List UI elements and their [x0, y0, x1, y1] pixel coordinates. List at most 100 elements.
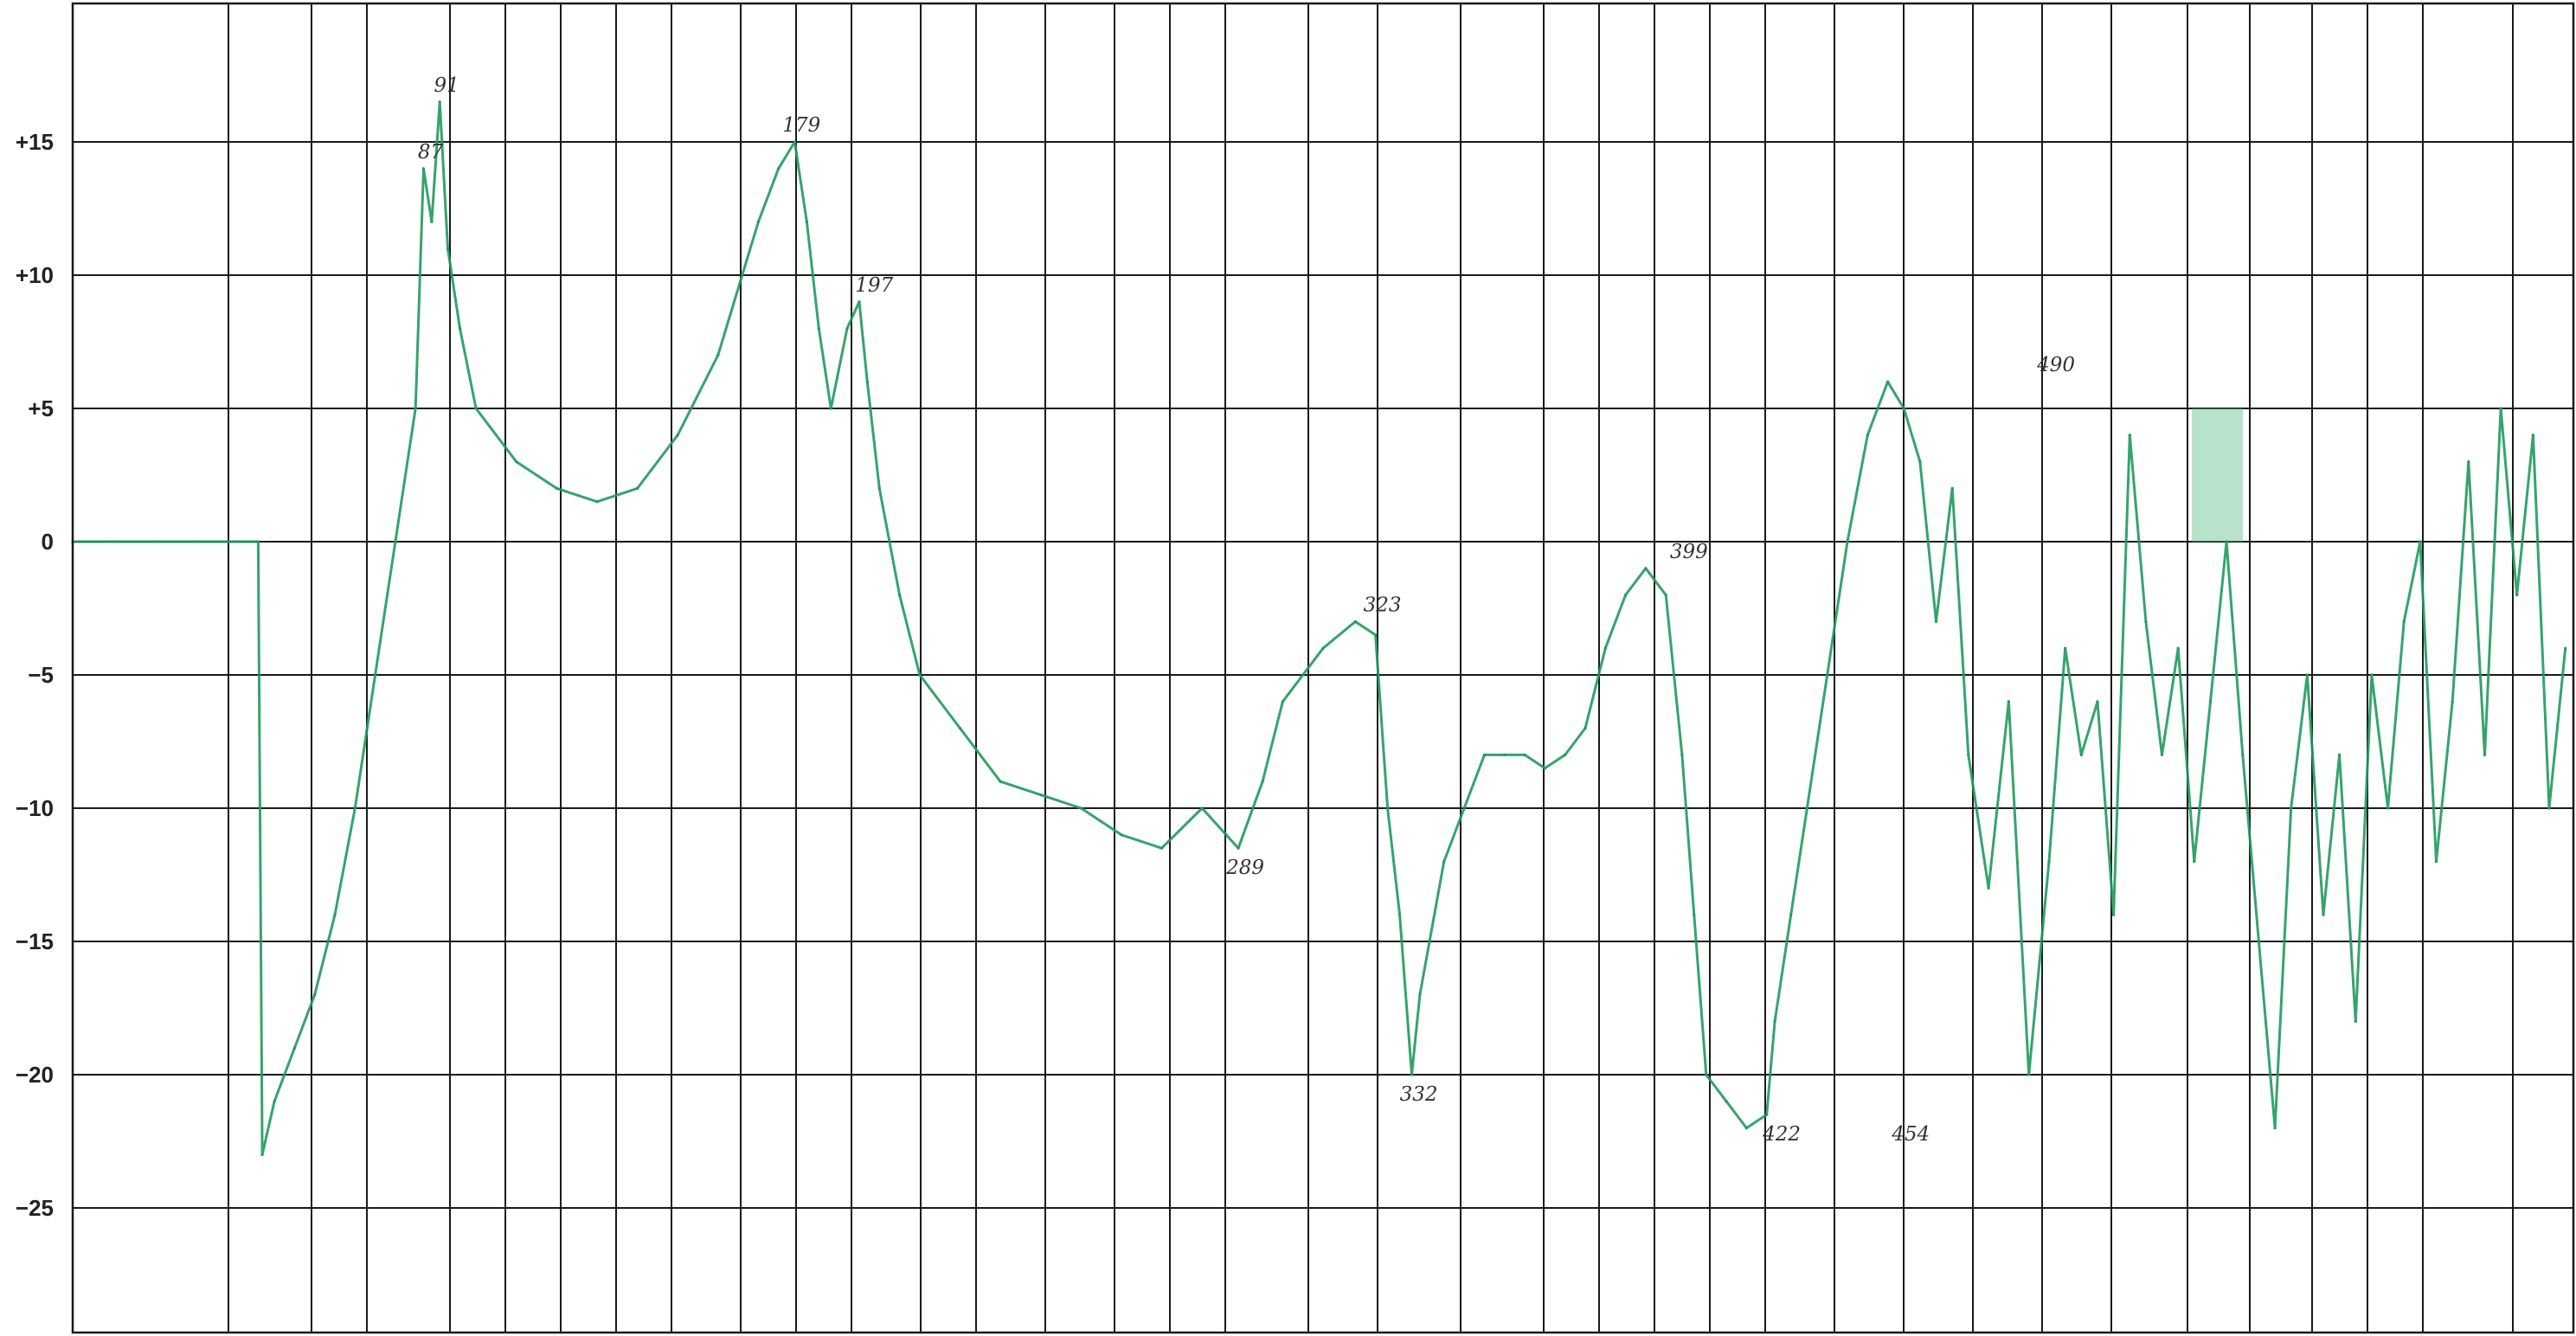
data-point [515, 460, 518, 464]
data-point [2451, 700, 2454, 703]
data-point [273, 1100, 276, 1103]
data-point [2096, 700, 2099, 703]
data-point [1680, 753, 1684, 757]
y-tick-label: +5 [28, 395, 54, 421]
data-point [1261, 780, 1264, 783]
data-point [2564, 646, 2567, 650]
data-point [2419, 540, 2422, 543]
data-point [1386, 806, 1390, 810]
data-point [1281, 700, 1284, 703]
data-point [2305, 673, 2309, 677]
data-point [1200, 806, 1204, 810]
data-point [2027, 1073, 2031, 1076]
peak-annotation: 91 [434, 74, 459, 97]
peak-annotation: 289 [1225, 857, 1264, 879]
data-point [817, 327, 820, 331]
peak-annotation: 197 [855, 274, 893, 297]
peak-annotation: 422 [1762, 1123, 1801, 1146]
data-point [2354, 1019, 2357, 1023]
data-point [845, 327, 849, 331]
data-point [805, 220, 809, 223]
data-point [2402, 620, 2406, 624]
data-point [999, 780, 1002, 783]
peak-annotation: 332 [1400, 1083, 1438, 1106]
data-point [2112, 913, 2116, 916]
data-point [446, 247, 450, 250]
data-point [1353, 620, 1357, 624]
y-tick-label: −5 [28, 662, 54, 688]
data-point [877, 486, 881, 491]
data-point [2176, 646, 2180, 650]
data-point [1846, 540, 1849, 543]
data-point [595, 500, 599, 504]
y-tick-label: +15 [16, 129, 54, 155]
data-point [1321, 646, 1325, 650]
data-point [793, 140, 797, 144]
data-point [716, 353, 720, 356]
data-point [2208, 700, 2213, 703]
data-point [1398, 913, 1402, 916]
data-point [2007, 700, 2010, 703]
data-point [430, 220, 434, 223]
y-tick-label: −10 [16, 795, 54, 821]
data-point [2257, 940, 2260, 943]
data-point [1765, 1113, 1769, 1116]
data-point [1773, 1019, 1776, 1023]
data-point [414, 407, 417, 410]
data-point [2273, 1127, 2277, 1130]
data-point [2467, 460, 2470, 464]
data-point [2322, 913, 2325, 916]
data-point [474, 407, 478, 410]
data-point [1523, 753, 1526, 757]
data-point [2434, 860, 2438, 864]
y-tick-labels: +15 +10 +5 0 −5 −10 −15 −20 −25 [16, 129, 54, 1221]
data-point [958, 727, 962, 730]
data-point [2064, 646, 2067, 650]
y-tick-label: −20 [16, 1062, 54, 1088]
data-point [1482, 753, 1487, 757]
data-point [1160, 846, 1164, 850]
series-layer [71, 100, 2567, 1156]
data-point [2225, 540, 2228, 543]
peak-annotation: 179 [782, 114, 820, 137]
data-point [2338, 753, 2342, 757]
data-point [756, 220, 761, 223]
data-point [1543, 767, 1546, 770]
plot-frame [71, 2, 2575, 1334]
data-point [353, 806, 357, 810]
data-point [1902, 407, 1905, 410]
data-point [2499, 407, 2502, 410]
peak-annotation: 323 [1364, 594, 1402, 616]
data-point [1725, 1100, 1728, 1103]
data-point [1374, 633, 1378, 637]
data-point [313, 993, 317, 997]
annotation-layer: 87 91 179 197 289 323 332 399 422 454 490 [418, 74, 2075, 1146]
data-point [676, 434, 679, 437]
data-point [1564, 753, 1567, 757]
data-point [858, 300, 861, 304]
data-point [260, 1153, 264, 1156]
data-point [2160, 753, 2164, 757]
data-point [2241, 753, 2245, 757]
data-point [1584, 727, 1587, 730]
data-point [865, 380, 869, 383]
y-tick-label: 0 [42, 529, 54, 555]
data-point [829, 407, 832, 410]
peak-annotation: 87 [418, 141, 444, 164]
data-point [2193, 860, 2196, 864]
data-point [1693, 913, 1696, 916]
peak-annotation: 399 [1670, 541, 1708, 563]
data-point [1503, 753, 1506, 757]
data-point [151, 540, 155, 543]
data-point [2144, 620, 2148, 624]
data-point [1442, 860, 1446, 864]
data-point [192, 540, 196, 543]
data-point [112, 540, 115, 543]
data-point [1603, 646, 1607, 650]
data-point [2128, 434, 2131, 437]
data-point [1418, 993, 1422, 997]
data-point [1950, 486, 1954, 491]
